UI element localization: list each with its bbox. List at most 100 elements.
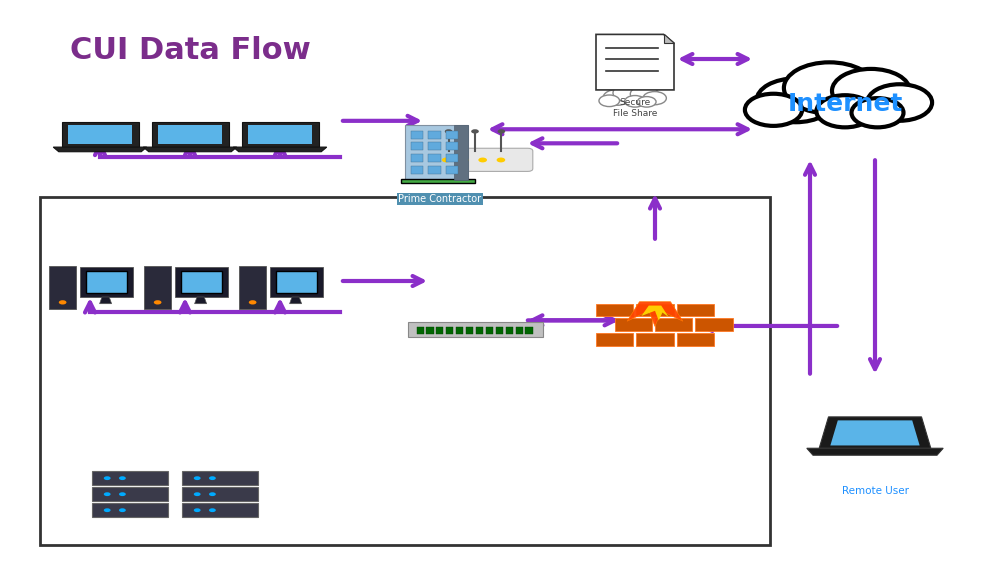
FancyBboxPatch shape — [80, 268, 133, 297]
FancyBboxPatch shape — [411, 143, 423, 150]
Circle shape — [867, 84, 932, 121]
FancyBboxPatch shape — [428, 143, 441, 150]
Polygon shape — [242, 123, 318, 147]
Text: CUI Data Flow: CUI Data Flow — [70, 36, 311, 65]
FancyBboxPatch shape — [181, 270, 222, 293]
Circle shape — [497, 157, 505, 162]
Text: Prime Contractor: Prime Contractor — [398, 194, 482, 204]
Circle shape — [445, 129, 452, 134]
Circle shape — [599, 95, 620, 107]
Circle shape — [643, 92, 666, 105]
Circle shape — [154, 300, 161, 305]
FancyBboxPatch shape — [417, 148, 533, 171]
FancyBboxPatch shape — [405, 125, 468, 180]
Circle shape — [471, 129, 479, 134]
Circle shape — [637, 97, 656, 107]
FancyBboxPatch shape — [49, 266, 76, 309]
FancyBboxPatch shape — [446, 166, 458, 174]
Circle shape — [460, 157, 469, 162]
Circle shape — [613, 84, 646, 102]
Polygon shape — [195, 297, 207, 303]
FancyBboxPatch shape — [428, 155, 441, 162]
FancyBboxPatch shape — [239, 266, 266, 309]
FancyBboxPatch shape — [426, 327, 434, 334]
FancyBboxPatch shape — [636, 333, 674, 346]
FancyBboxPatch shape — [476, 327, 483, 334]
FancyBboxPatch shape — [182, 471, 258, 485]
FancyBboxPatch shape — [486, 327, 493, 334]
FancyBboxPatch shape — [40, 197, 770, 545]
Circle shape — [442, 157, 451, 162]
FancyBboxPatch shape — [596, 333, 633, 346]
FancyBboxPatch shape — [144, 266, 171, 309]
Circle shape — [816, 95, 874, 128]
FancyBboxPatch shape — [677, 304, 714, 316]
Circle shape — [194, 508, 201, 512]
Circle shape — [104, 508, 111, 512]
FancyBboxPatch shape — [446, 130, 458, 138]
Circle shape — [194, 476, 201, 480]
FancyBboxPatch shape — [496, 327, 503, 334]
FancyBboxPatch shape — [270, 268, 323, 297]
FancyBboxPatch shape — [92, 503, 168, 517]
Circle shape — [745, 94, 802, 126]
FancyBboxPatch shape — [506, 327, 513, 334]
Polygon shape — [100, 297, 112, 303]
FancyBboxPatch shape — [596, 304, 633, 316]
FancyBboxPatch shape — [615, 319, 652, 331]
Circle shape — [119, 476, 126, 480]
Circle shape — [757, 79, 835, 123]
FancyBboxPatch shape — [182, 503, 258, 517]
FancyBboxPatch shape — [92, 471, 168, 485]
FancyBboxPatch shape — [428, 166, 441, 174]
Polygon shape — [664, 34, 674, 43]
FancyBboxPatch shape — [411, 155, 423, 162]
FancyBboxPatch shape — [516, 327, 523, 334]
Circle shape — [603, 89, 631, 105]
Polygon shape — [152, 123, 228, 147]
Circle shape — [209, 476, 216, 480]
FancyBboxPatch shape — [86, 270, 127, 293]
FancyBboxPatch shape — [655, 319, 692, 331]
Circle shape — [119, 508, 126, 512]
FancyBboxPatch shape — [636, 304, 674, 316]
FancyBboxPatch shape — [408, 322, 542, 337]
Circle shape — [832, 69, 910, 113]
Circle shape — [249, 300, 256, 305]
Circle shape — [498, 129, 505, 134]
Circle shape — [209, 492, 216, 496]
FancyBboxPatch shape — [446, 327, 453, 334]
Polygon shape — [53, 147, 147, 152]
Polygon shape — [596, 34, 674, 90]
FancyBboxPatch shape — [446, 143, 458, 150]
Circle shape — [209, 508, 216, 512]
Polygon shape — [143, 147, 237, 152]
Text: Internet: Internet — [787, 92, 903, 116]
Circle shape — [119, 492, 126, 496]
FancyBboxPatch shape — [411, 130, 423, 138]
Text: Remote User: Remote User — [842, 486, 908, 496]
Circle shape — [194, 492, 201, 496]
FancyBboxPatch shape — [677, 333, 714, 346]
Polygon shape — [62, 123, 138, 147]
Polygon shape — [641, 306, 669, 320]
FancyBboxPatch shape — [525, 327, 533, 334]
Circle shape — [625, 96, 645, 107]
Polygon shape — [819, 417, 931, 448]
Polygon shape — [807, 448, 943, 455]
FancyBboxPatch shape — [446, 155, 458, 162]
FancyBboxPatch shape — [454, 125, 468, 180]
FancyBboxPatch shape — [456, 327, 463, 334]
Polygon shape — [248, 125, 312, 144]
FancyBboxPatch shape — [411, 166, 423, 174]
Circle shape — [852, 98, 904, 128]
FancyBboxPatch shape — [428, 130, 441, 138]
Circle shape — [59, 300, 66, 305]
Circle shape — [104, 492, 111, 496]
Polygon shape — [290, 297, 302, 303]
Polygon shape — [627, 302, 683, 327]
Polygon shape — [830, 420, 920, 446]
FancyBboxPatch shape — [401, 179, 475, 183]
FancyBboxPatch shape — [182, 487, 258, 501]
Text: Secure
File Share: Secure File Share — [613, 98, 657, 118]
